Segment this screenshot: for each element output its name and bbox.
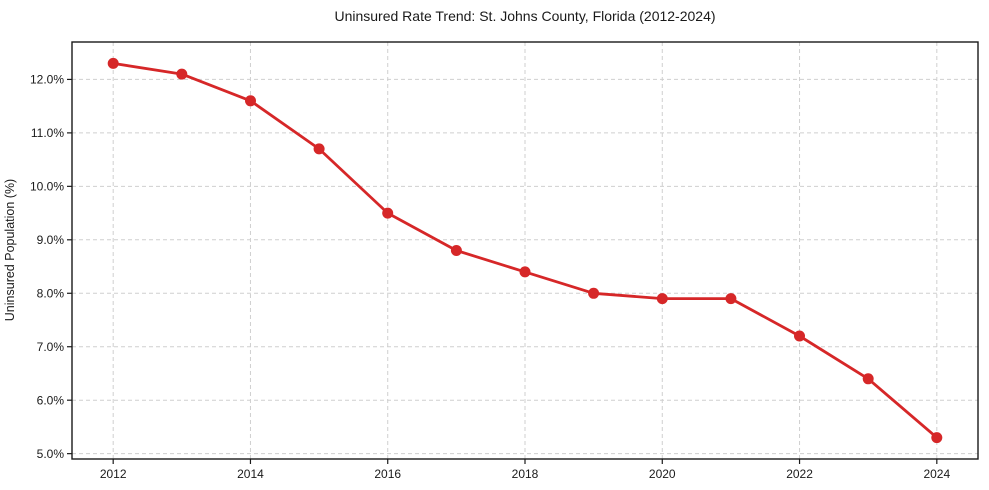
data-point-marker bbox=[450, 245, 462, 256]
data-series-layer bbox=[107, 57, 943, 444]
data-point-marker bbox=[382, 207, 394, 219]
data-point-marker bbox=[656, 293, 668, 305]
x-tick-label: 2016 bbox=[374, 467, 401, 481]
x-tick-label: 2022 bbox=[786, 467, 813, 481]
data-point-marker bbox=[588, 287, 600, 299]
y-tick-label: 12.0% bbox=[30, 73, 64, 87]
x-tick-label: 2020 bbox=[649, 467, 676, 481]
y-tick-label: 9.0% bbox=[37, 233, 65, 247]
x-tick-label: 2018 bbox=[512, 467, 539, 481]
y-tick-label: 11.0% bbox=[31, 126, 64, 140]
x-tick-label: 2024 bbox=[923, 467, 950, 481]
data-point-marker bbox=[313, 143, 325, 155]
y-axis-label: Uninsured Population (%) bbox=[3, 179, 17, 321]
axes-layer: 5.0% 6.0% 7.0% 8.0% 9.0% 10.0% 11.0% 12.0% 2012 2… bbox=[30, 41, 979, 481]
x-tick-label: 2012 bbox=[100, 467, 127, 481]
data-point-marker bbox=[725, 293, 737, 305]
y-tick-label: 10.0% bbox=[30, 180, 64, 194]
x-tick-label: 2014 bbox=[237, 467, 264, 481]
data-point-marker bbox=[519, 266, 531, 278]
data-point-marker bbox=[862, 373, 874, 385]
y-tick-label: 8.0% bbox=[37, 286, 65, 300]
data-point-marker bbox=[176, 68, 188, 80]
gridlines-layer bbox=[72, 42, 978, 459]
y-tick-label: 5.0% bbox=[37, 447, 65, 461]
data-point-marker bbox=[931, 432, 943, 444]
plot-border bbox=[71, 41, 979, 460]
data-point-marker bbox=[245, 95, 256, 107]
chart-title: Uninsured Rate Trend: St. Johns County, … bbox=[334, 8, 715, 24]
y-tick-label: 6.0% bbox=[37, 393, 65, 407]
data-point-marker bbox=[794, 330, 805, 342]
y-tick-label: 7.0% bbox=[37, 340, 65, 354]
data-point-marker bbox=[107, 57, 119, 69]
